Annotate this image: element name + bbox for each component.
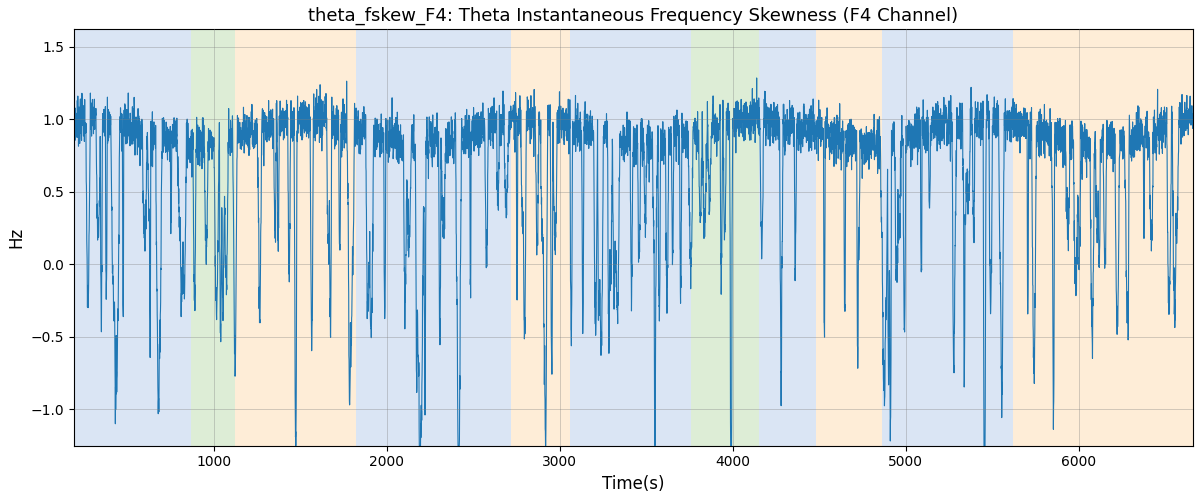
Bar [192, 30, 235, 446]
Bar [356, 30, 511, 446]
Title: theta_fskew_F4: Theta Instantaneous Frequency Skewness (F4 Channel): theta_fskew_F4: Theta Instantaneous Freq… [308, 7, 959, 25]
Bar [235, 30, 356, 446]
Bar [74, 30, 192, 446]
Bar [816, 30, 882, 446]
Bar [758, 30, 816, 446]
Bar [1048, 30, 1193, 446]
Bar [1013, 30, 1048, 446]
Bar [691, 30, 758, 446]
Y-axis label: Hz: Hz [7, 227, 25, 248]
Bar [511, 30, 570, 446]
Bar [570, 30, 691, 446]
Bar [882, 30, 1013, 446]
X-axis label: Time(s): Time(s) [602, 475, 665, 493]
